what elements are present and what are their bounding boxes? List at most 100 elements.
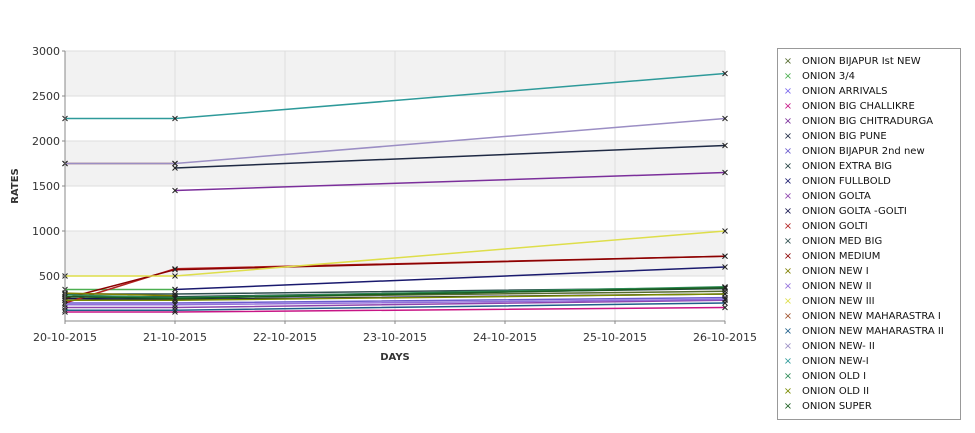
legend-label: ONION BIG CHALLIKRE (802, 101, 915, 112)
y-tick-label: 3000 (32, 45, 60, 58)
legend-label: ONION FULLBOLD (802, 176, 891, 187)
y-tick-label: 1500 (32, 180, 60, 193)
data-point-marker[interactable] (722, 228, 728, 234)
legend-item[interactable]: × ONION OLD I (778, 369, 960, 384)
legend-label: ONION NEW-I (802, 356, 869, 367)
data-point-marker[interactable] (722, 300, 728, 306)
data-point-marker[interactable] (172, 286, 178, 293)
legend-marker-icon: × (783, 326, 793, 337)
data-point-marker[interactable] (172, 295, 178, 302)
legend-item[interactable]: × ONION MEDIUM (778, 249, 960, 264)
series-group (172, 264, 728, 293)
legend-item[interactable]: × ONION BIG PUNE (778, 129, 960, 144)
legend-label: ONION EXTRA BIG (802, 161, 893, 172)
legend-item[interactable]: × ONION ARRIVALS (778, 84, 960, 99)
data-point-marker[interactable] (722, 115, 728, 122)
data-point-marker[interactable] (172, 115, 178, 122)
legend-marker-icon: × (783, 371, 793, 382)
legend-item[interactable]: × ONION NEW- II (778, 339, 960, 354)
y-tick-label: 2000 (32, 135, 60, 148)
data-point-marker[interactable] (172, 307, 178, 314)
data-point-marker[interactable] (722, 304, 728, 311)
legend-item[interactable]: × ONION NEW MAHARASTRA I (778, 309, 960, 324)
legend-label: ONION GOLTA -GOLTI (802, 206, 907, 217)
series-line (174, 171, 726, 192)
legend-marker-icon: × (783, 161, 793, 172)
legend-label: ONION MEDIUM (802, 251, 881, 262)
y-tick-label: 500 (39, 270, 60, 283)
legend-item[interactable]: × ONION BIJAPUR 2nd new (778, 144, 960, 159)
legend-item[interactable]: × ONION EXTRA BIG (778, 159, 960, 174)
legend-marker-icon: × (783, 311, 793, 322)
legend-marker-icon: × (783, 206, 793, 217)
legend-marker-icon: × (783, 251, 793, 262)
data-point-marker[interactable] (722, 264, 728, 270)
legend-item[interactable]: × ONION 3/4 (778, 69, 960, 84)
legend-item[interactable]: × ONION BIG CHALLIKRE (778, 99, 960, 114)
data-point-marker[interactable] (722, 291, 728, 297)
data-point-marker[interactable] (722, 142, 728, 149)
legend-item[interactable]: × ONION MED BIG (778, 234, 960, 249)
series-group (172, 169, 728, 194)
legend-label: ONION BIG CHITRADURGA (802, 116, 934, 127)
data-point-marker[interactable] (172, 266, 178, 273)
legend-label: ONION NEW I (802, 266, 869, 277)
legend-label: ONION GOLTA (802, 191, 871, 202)
legend-item[interactable]: × ONION GOLTA (778, 189, 960, 204)
y-axis-label: RATES (10, 168, 21, 204)
legend-label: ONION BIJAPUR Ist NEW (802, 56, 921, 67)
legend-label: ONION ARRIVALS (802, 86, 888, 97)
data-point-marker[interactable] (722, 70, 728, 77)
legend-marker-icon: × (783, 296, 793, 307)
axes (62, 50, 726, 324)
legend-marker-icon: × (783, 281, 793, 292)
legend-item[interactable]: × ONION GOLTI (778, 219, 960, 234)
x-tick-label: 22-10-2015 (253, 331, 317, 344)
legend-item[interactable]: × ONION GOLTA -GOLTI (778, 204, 960, 219)
x-tick-label: 21-10-2015 (143, 331, 207, 344)
legend-marker-icon: × (783, 236, 793, 247)
data-point-marker[interactable] (172, 187, 178, 194)
series-group (62, 228, 728, 279)
x-axis-label: DAYS (380, 352, 410, 363)
legend-item[interactable]: × ONION SUPER (778, 399, 960, 414)
legend-item[interactable]: × ONION NEW III (778, 294, 960, 309)
legend-item[interactable]: × ONION FULLBOLD (778, 174, 960, 189)
data-point-marker[interactable] (722, 169, 728, 176)
legend-label: ONION NEW MAHARASTRA I (802, 311, 941, 322)
legend-item[interactable]: × ONION NEW-I (778, 354, 960, 369)
legend-item[interactable]: × ONION OLD II (778, 384, 960, 399)
legend-label: ONION BIG PUNE (802, 131, 887, 142)
legend-marker-icon: × (783, 401, 793, 412)
data-point-marker[interactable] (172, 273, 178, 279)
data-point-marker[interactable] (722, 284, 728, 291)
legend-label: ONION OLD II (802, 386, 870, 397)
legend-label: ONION GOLTI (802, 221, 868, 232)
legend-item[interactable]: × ONION BIJAPUR Ist NEW (778, 54, 960, 69)
legend-item[interactable]: × ONION BIG CHITRADURGA (778, 114, 960, 129)
data-point-marker[interactable] (172, 301, 178, 308)
data-point-marker[interactable] (172, 160, 178, 167)
data-point-marker[interactable] (172, 165, 178, 171)
legend-label: ONION NEW- II (802, 341, 875, 352)
legend-marker-icon: × (783, 86, 793, 97)
legend-marker-icon: × (783, 356, 793, 367)
legend-label: ONION MED BIG (802, 236, 883, 247)
legend-item[interactable]: × ONION NEW I (778, 264, 960, 279)
series-line (174, 144, 726, 169)
legend-marker-icon: × (783, 386, 793, 397)
legend-label: ONION NEW MAHARASTRA II (802, 326, 944, 337)
legend-marker-icon: × (783, 266, 793, 277)
legend-marker-icon: × (783, 131, 793, 142)
x-tick-label: 25-10-2015 (583, 331, 647, 344)
data-point-marker[interactable] (722, 253, 728, 260)
x-tick-label: 23-10-2015 (363, 331, 427, 344)
legend-item[interactable]: × ONION NEW II (778, 279, 960, 294)
legend: × ONION BIJAPUR Ist NEW × ONION 3/4 × ONION … (777, 48, 961, 420)
y-tick-label: 1000 (32, 225, 60, 238)
x-tick-label: 26-10-2015 (693, 331, 757, 344)
y-tick-label: 2500 (32, 90, 60, 103)
legend-marker-icon: × (783, 56, 793, 67)
legend-item[interactable]: × ONION NEW MAHARASTRA II (778, 324, 960, 339)
